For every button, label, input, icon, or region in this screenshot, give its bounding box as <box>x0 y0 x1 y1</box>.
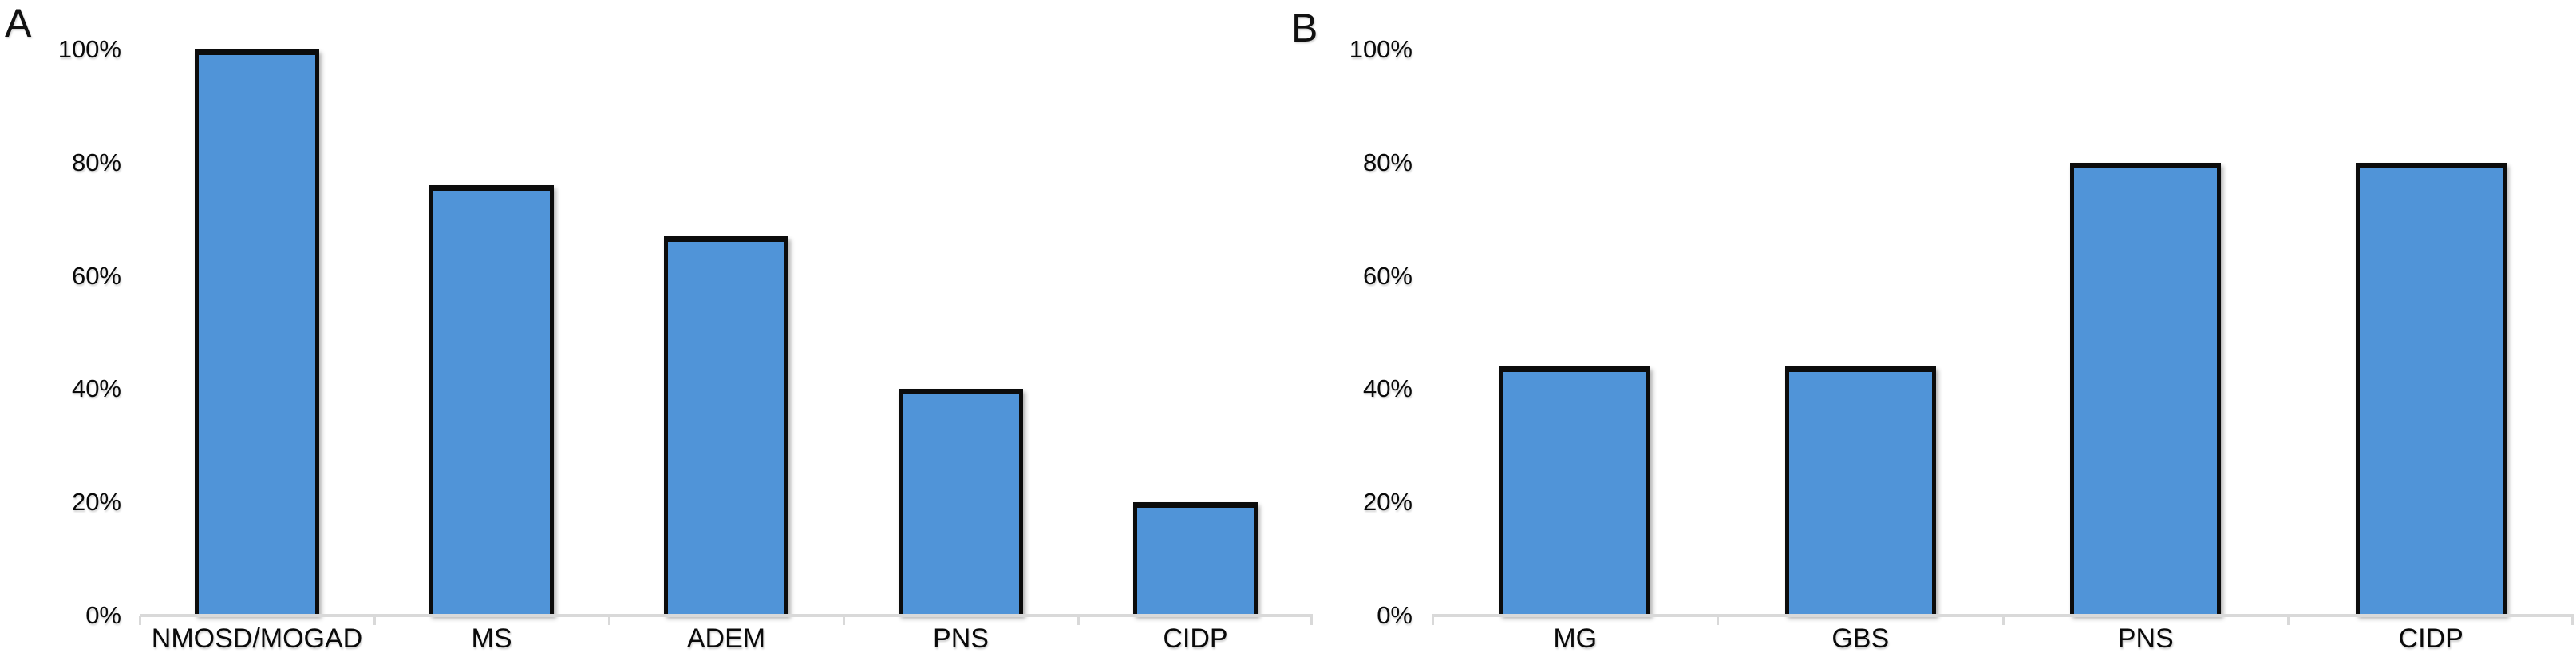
panel-b-letter: B <box>1291 6 1318 50</box>
y-tick-label-80-a: 80% <box>71 148 121 176</box>
panel-a-letter: A <box>5 1 32 46</box>
x-tick-label: PNS <box>933 623 989 654</box>
x-axis-tick <box>2287 616 2290 625</box>
bar-slot <box>2003 49 2289 616</box>
x-axis-tick <box>1077 616 1080 625</box>
bar-pns-b <box>2070 162 2222 616</box>
x-tick-label: NMOSD/MOGAD <box>151 623 363 654</box>
x-axis-tick <box>2002 616 2005 625</box>
y-tick-label-60-a: 60% <box>71 262 121 290</box>
bar-cidp-b <box>2355 162 2507 616</box>
y-tick-label-40-a: 40% <box>71 374 121 402</box>
x-axis-tick <box>1310 616 1313 625</box>
x-axis-line-b <box>1432 614 2574 625</box>
x-tick-label: PNS <box>2117 623 2174 654</box>
bar-nmosd-mogad <box>195 49 319 616</box>
x-axis-tick <box>843 616 845 625</box>
x-tick-label: GBS <box>1831 623 1890 654</box>
bar-slot <box>374 49 609 616</box>
x-tick-label: ADEM <box>686 623 766 654</box>
bar-slot <box>609 49 844 616</box>
plot-area-b <box>1432 49 2574 616</box>
bar-pns-a <box>899 389 1023 616</box>
y-tick-label-0-a: 0% <box>85 601 121 629</box>
bar-slot <box>844 49 1078 616</box>
x-axis-tick <box>139 616 141 625</box>
x-axis-tick <box>608 616 610 625</box>
y-tick-label-20-b: 20% <box>1362 488 1412 516</box>
bar-slot <box>140 49 374 616</box>
x-tick-label: CIDP <box>1163 623 1228 654</box>
bar-slot <box>1718 49 2004 616</box>
y-tick-label-20-a: 20% <box>71 488 121 516</box>
bar-slot <box>1432 49 1718 616</box>
x-axis-labels-b: MG GBS PNS CIDP <box>1432 623 2574 655</box>
plot-area-a <box>140 49 1313 616</box>
y-tick-label-80-b: 80% <box>1362 148 1412 176</box>
x-axis-tick <box>1717 616 1719 625</box>
y-tick-label-100-a: 100% <box>57 35 121 63</box>
x-axis-tick <box>2571 616 2574 625</box>
bar-gbs <box>1784 366 1936 616</box>
bar-cidp-a <box>1133 502 1258 616</box>
y-tick-label-60-b: 60% <box>1362 262 1412 290</box>
x-axis-tick <box>1432 616 1434 625</box>
x-axis-line-a <box>139 614 1313 625</box>
bar-slot <box>1078 49 1313 616</box>
y-tick-label-0-b: 0% <box>1377 601 1412 629</box>
x-tick-label: MG <box>1553 623 1598 654</box>
x-axis-tick <box>373 616 376 625</box>
bar-mg <box>1499 366 1651 616</box>
bar-ms <box>429 185 554 616</box>
x-tick-label: CIDP <box>2398 623 2463 654</box>
bar-adem <box>664 236 788 616</box>
x-tick-label: MS <box>471 623 512 654</box>
y-tick-label-40-b: 40% <box>1362 374 1412 402</box>
bar-slot <box>2289 49 2574 616</box>
x-axis-labels-a: NMOSD/MOGAD MS ADEM PNS CIDP <box>140 623 1313 655</box>
y-tick-label-100-b: 100% <box>1349 35 1412 63</box>
